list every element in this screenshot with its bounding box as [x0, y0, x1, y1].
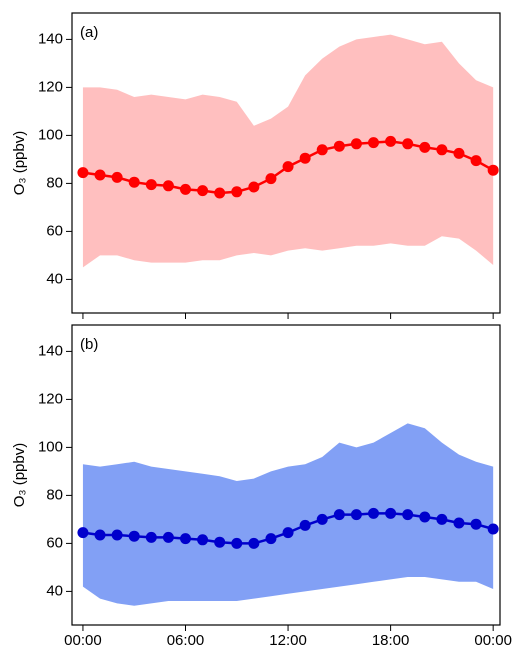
y-tick-label: 80 — [46, 174, 63, 191]
marker — [333, 140, 345, 152]
marker — [162, 531, 174, 543]
marker — [248, 537, 260, 549]
marker — [470, 518, 482, 530]
y-tick-label: 120 — [38, 390, 63, 407]
y-tick-label: 140 — [38, 30, 63, 47]
range-band — [82, 34, 494, 268]
x-tick-label: 18:00 — [372, 632, 410, 649]
y-tick-label: 140 — [38, 342, 63, 359]
y-tick-label: 100 — [38, 126, 63, 143]
y-tick-label: 60 — [46, 222, 63, 239]
marker — [145, 179, 157, 191]
x-tick-label: 00:00 — [474, 632, 512, 649]
marker — [299, 152, 311, 164]
marker — [231, 537, 243, 549]
marker — [453, 147, 465, 159]
marker — [179, 533, 191, 545]
marker — [350, 509, 362, 521]
marker — [265, 173, 277, 185]
marker — [368, 137, 380, 149]
y-tick-label: 60 — [46, 534, 63, 551]
marker — [197, 185, 209, 197]
x-tick-label: 12:00 — [269, 632, 307, 649]
marker — [231, 186, 243, 198]
marker — [299, 519, 311, 531]
marker — [282, 527, 294, 539]
marker — [248, 181, 260, 193]
marker — [453, 517, 465, 529]
panel-label: (b) — [80, 336, 98, 353]
marker — [94, 529, 106, 541]
marker — [436, 513, 448, 525]
marker — [197, 534, 209, 546]
marker — [385, 135, 397, 147]
y-tick-label: 120 — [38, 78, 63, 95]
y-tick-label: 100 — [38, 438, 63, 455]
marker — [145, 531, 157, 543]
marker — [470, 155, 482, 167]
marker — [333, 509, 345, 521]
marker — [265, 533, 277, 545]
marker — [368, 507, 380, 519]
marker — [402, 138, 414, 150]
marker — [350, 138, 362, 150]
panel-label: (a) — [80, 24, 98, 41]
marker — [316, 513, 328, 525]
marker — [419, 511, 431, 523]
y-tick-label: 40 — [46, 270, 63, 287]
marker — [487, 164, 499, 176]
marker — [487, 523, 499, 535]
marker — [214, 536, 226, 548]
marker — [402, 509, 414, 521]
y-axis-label: O₃ (ppbv) — [11, 443, 28, 507]
marker — [111, 529, 123, 541]
marker — [419, 141, 431, 153]
marker — [385, 507, 397, 519]
marker — [111, 171, 123, 183]
plot-frame — [71, 12, 501, 314]
y-tick-label: 80 — [46, 486, 63, 503]
x-tick-label: 00:00 — [64, 632, 102, 649]
y-tick-label: 40 — [46, 582, 63, 599]
x-tick-label: 06:00 — [167, 632, 205, 649]
range-band — [82, 423, 494, 606]
marker — [128, 176, 140, 188]
marker — [77, 167, 89, 179]
marker — [94, 169, 106, 181]
marker — [436, 144, 448, 156]
marker — [316, 144, 328, 156]
marker — [77, 527, 89, 539]
marker — [162, 180, 174, 192]
marker — [179, 183, 191, 195]
plot-frame — [71, 324, 501, 626]
marker — [128, 530, 140, 542]
y-axis-label: O₃ (ppbv) — [11, 131, 28, 195]
marker — [282, 161, 294, 173]
marker — [214, 187, 226, 199]
